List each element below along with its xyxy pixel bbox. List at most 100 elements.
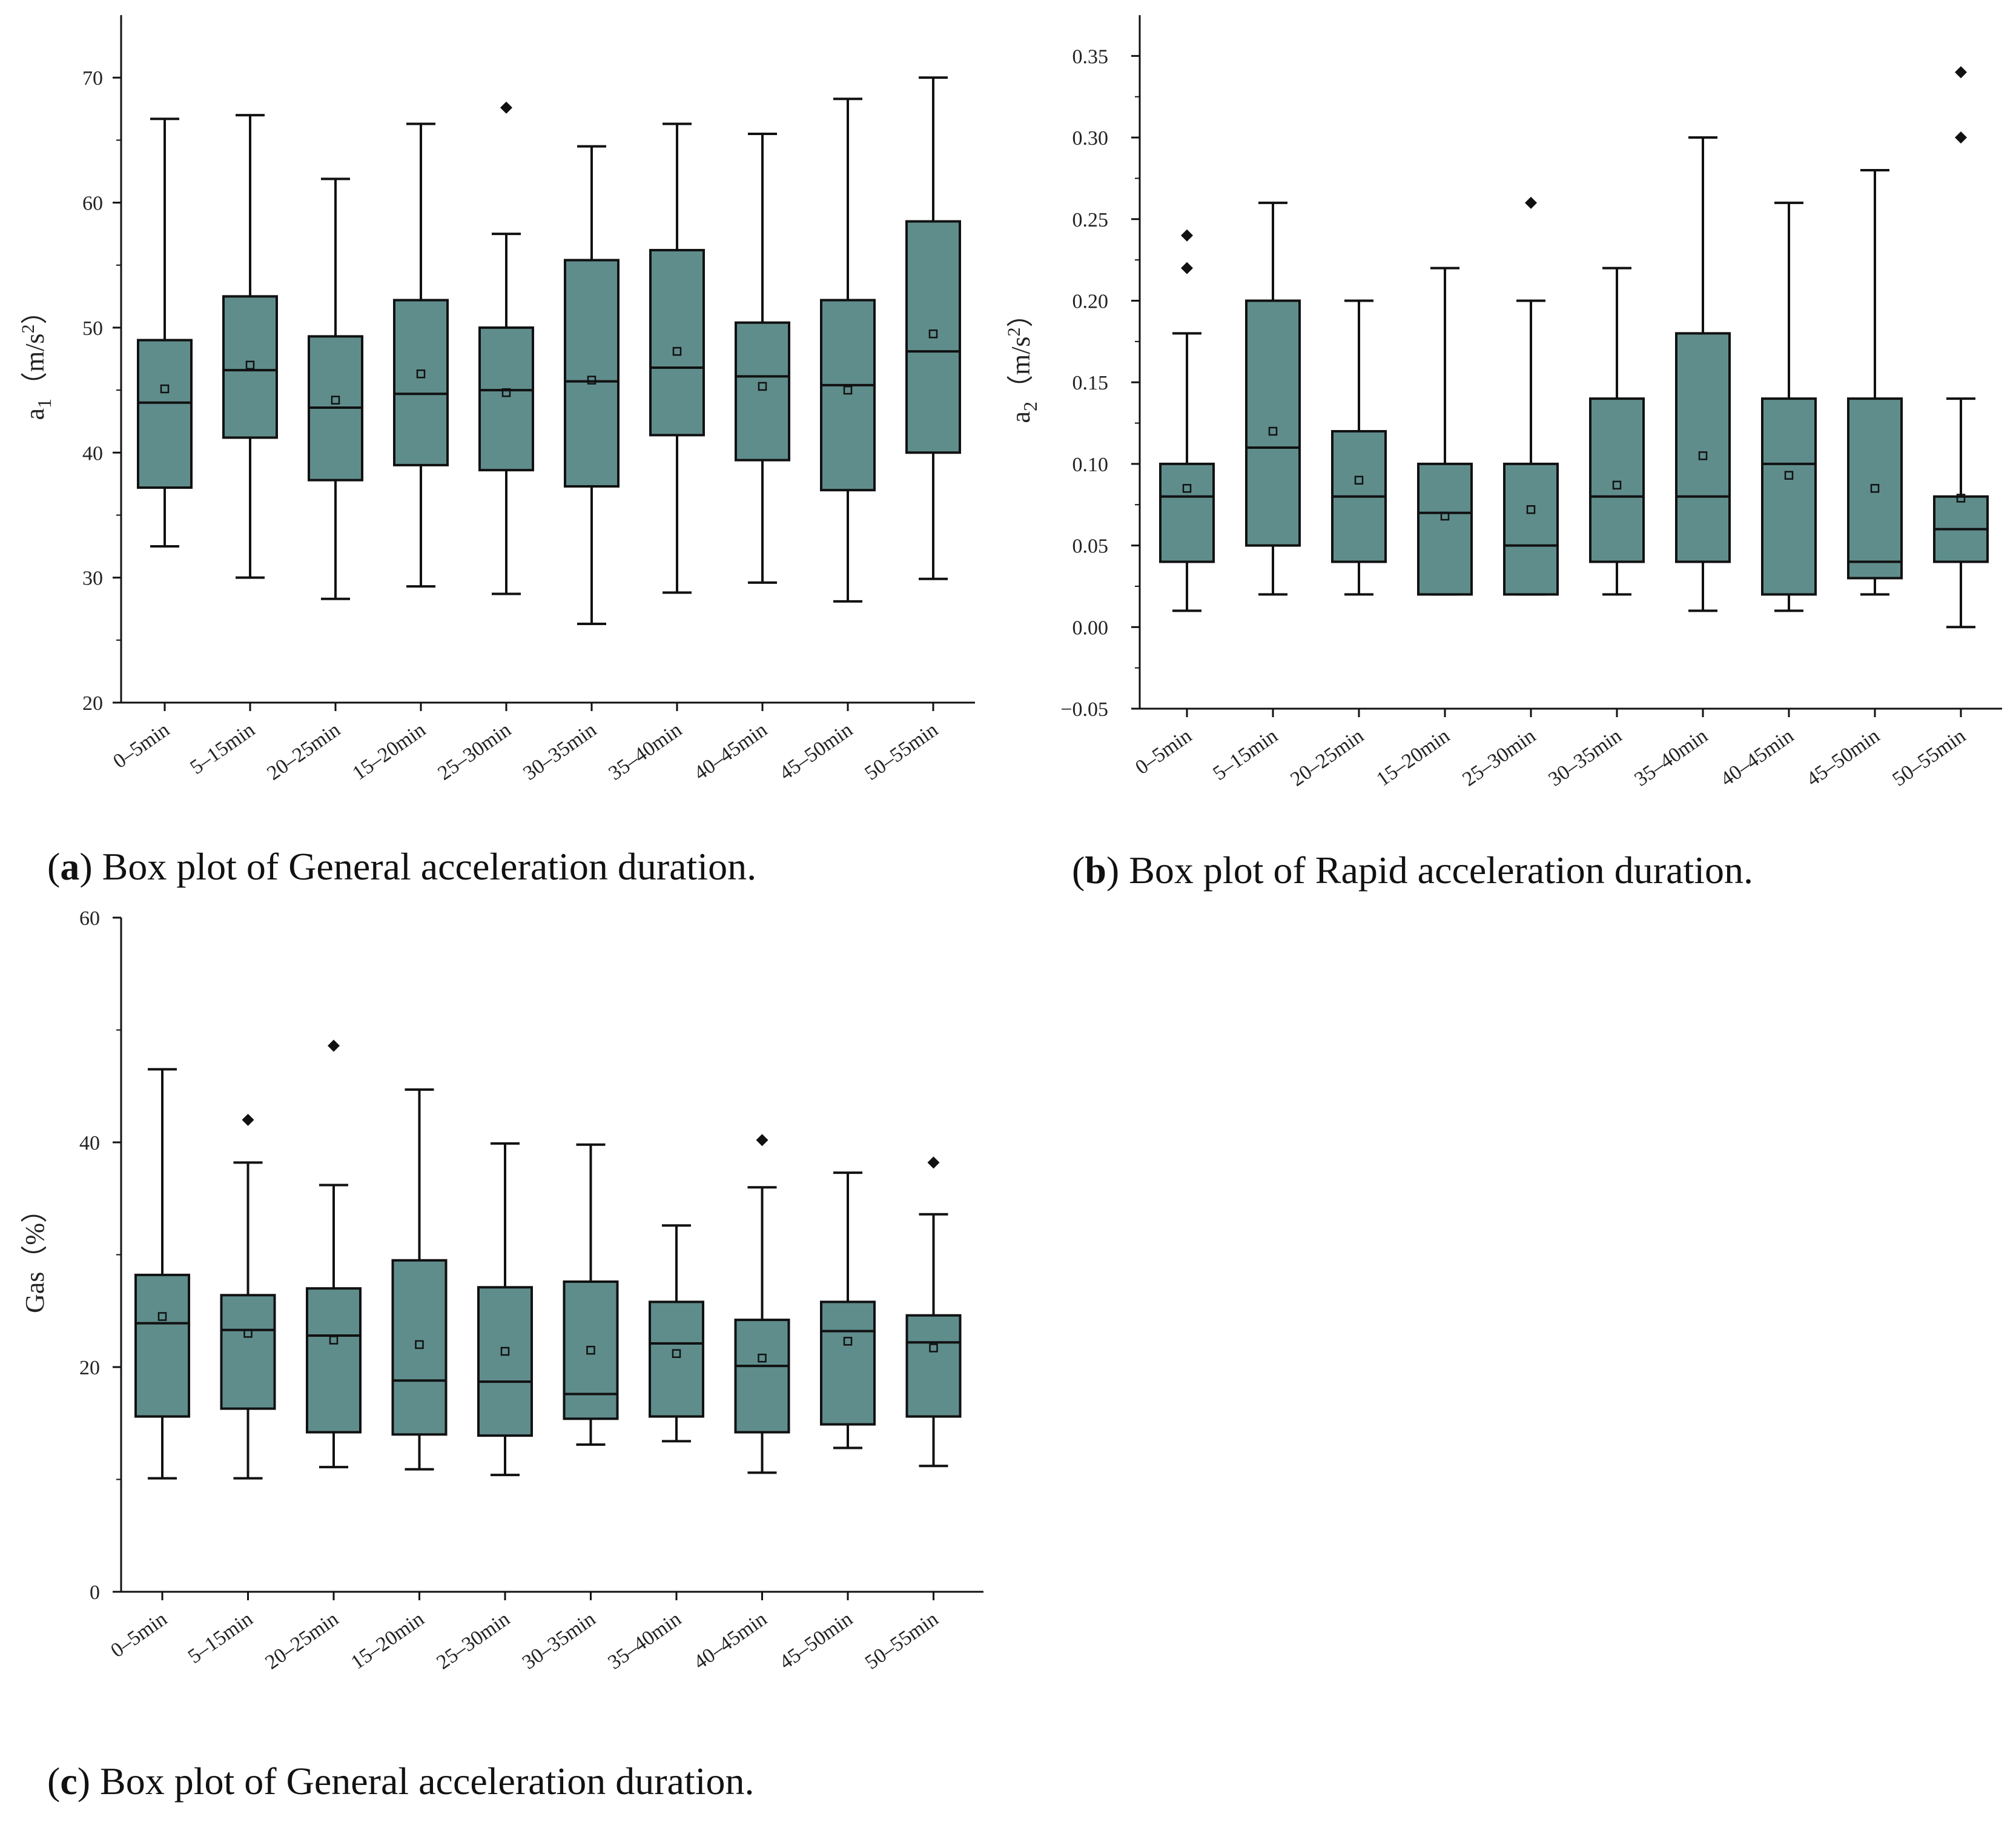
y-tick-label: 20 [79,1357,100,1379]
x-tick-label: 50–55min [1888,724,1969,790]
mean-marker [1182,484,1192,493]
iqr-box [1847,397,1903,580]
iqr-box [134,1273,190,1418]
caption-close-paren: ) [78,1760,100,1803]
y-tick-label: 0.35 [1072,45,1109,68]
mean-marker [843,385,853,395]
caption-text: Box plot of General acceleration duratio… [102,845,756,888]
mean-marker [160,384,170,394]
x-tick-label: 30–35min [519,718,600,784]
box-b-1 [1245,201,1301,596]
y-axis-label-main: a [20,408,50,420]
iqr-box [649,248,705,437]
iqr-box [563,1280,619,1420]
iqr-box [220,1294,276,1410]
x-tick-label: 45–50min [775,1608,856,1674]
box-b-3 [1417,267,1473,596]
box-b-9 [1933,66,1989,629]
iqr-box [306,1287,362,1434]
outlier-point [756,1134,768,1147]
y-axis-label-unit-close: ） [1006,300,1036,327]
x-tick-label: 35–40min [1630,724,1711,790]
y-tick-label: 30 [82,568,103,590]
x-tick-label: 40–45min [1716,724,1797,790]
box-b-4 [1503,196,1559,596]
panel-caption: (b) Box plot of Rapid acceleration durat… [1072,849,1753,892]
mean-marker [1956,494,1966,503]
iqr-box [820,299,876,492]
mean-marker [157,1312,167,1321]
box-a-1 [222,114,278,579]
y-tick-label: 0.15 [1072,372,1109,394]
x-tick-label: 20–25min [1286,724,1367,790]
mean-marker [758,382,767,391]
x-tick-label: 20–25min [263,718,344,784]
box-c-5 [563,1143,619,1446]
outlier-point [927,1156,940,1169]
y-tick-label: 0.25 [1072,209,1109,231]
box-c-4 [477,1142,533,1477]
x-tick-label: 15–20min [347,1608,428,1674]
y-tick-label: 0.00 [1072,617,1109,639]
y-axis-label-subscript: 2 [1019,402,1041,411]
mean-marker [843,1337,853,1346]
mean-marker [245,360,255,370]
caption-close-paren: ) [79,845,102,888]
y-axis-label-unit-close: ） [20,297,50,324]
iqr-box [393,299,449,466]
box-a-5 [564,145,620,625]
mean-marker [758,1353,767,1363]
y-axis-label: a1（m/s2） [18,297,55,420]
box-c-9 [905,1156,962,1468]
box-c-1 [220,1113,276,1480]
x-tick-label: 25–30min [432,1608,514,1674]
y-tick-label: 0.30 [1072,127,1109,150]
mean-marker [415,1340,424,1349]
y-axis-label: Gas（%） [20,1196,50,1313]
iqr-box [564,259,620,488]
outlier-point [1525,196,1537,209]
mean-marker [1870,484,1880,493]
caption-letter: a [60,845,79,888]
x-tick-label: 35–40min [604,1608,685,1674]
mean-marker [587,376,597,385]
y-tick-label: 0.10 [1072,454,1109,476]
mean-marker [1612,480,1622,490]
y-tick-label: 20 [82,692,103,715]
outlier-point [1181,229,1193,242]
caption-letter: c [60,1760,77,1803]
y-axis-label: a2（m/s2） [1004,300,1041,423]
y-tick-label: 0 [90,1581,100,1604]
y-axis-label-superscript: 2 [1004,327,1024,336]
y-tick-label: 40 [82,442,103,465]
x-tick-label: 0–5min [1131,724,1195,779]
y-tick-label: 0.20 [1072,290,1109,313]
mean-marker [331,396,340,405]
iqr-box [735,321,790,462]
iqr-box [222,295,278,439]
outlier-point [328,1039,340,1052]
box-a-7 [735,133,790,584]
mean-marker [243,1329,253,1338]
y-axis-label-main: a [1006,411,1036,423]
iqr-box [477,1286,533,1437]
iqr-box [391,1259,448,1436]
y-axis-label-subscript: 1 [33,399,55,408]
panel-c-gas-boxplot: 0 20 40 60 Gas（%） 0–5min 5–15min 20–25min 15–20m… [20,907,983,1803]
box-a-9 [905,76,961,580]
box-b-6 [1675,136,1731,612]
iqr-box [1589,397,1645,563]
x-tick-label: 45–50min [1802,724,1883,790]
y-axis-label-superscript: 2 [18,324,38,333]
mean-marker [329,1336,339,1345]
x-tick-label: 35–40min [604,718,686,784]
x-tick-label: 30–35min [518,1608,600,1674]
box-c-8 [820,1171,876,1449]
box-c-2 [306,1039,362,1469]
mean-marker [1526,505,1536,514]
x-tick-label: 40–45min [690,1608,771,1674]
y-tick-label: 40 [79,1132,100,1154]
x-tick-label: 30–35min [1544,724,1625,790]
mean-marker [672,346,682,356]
